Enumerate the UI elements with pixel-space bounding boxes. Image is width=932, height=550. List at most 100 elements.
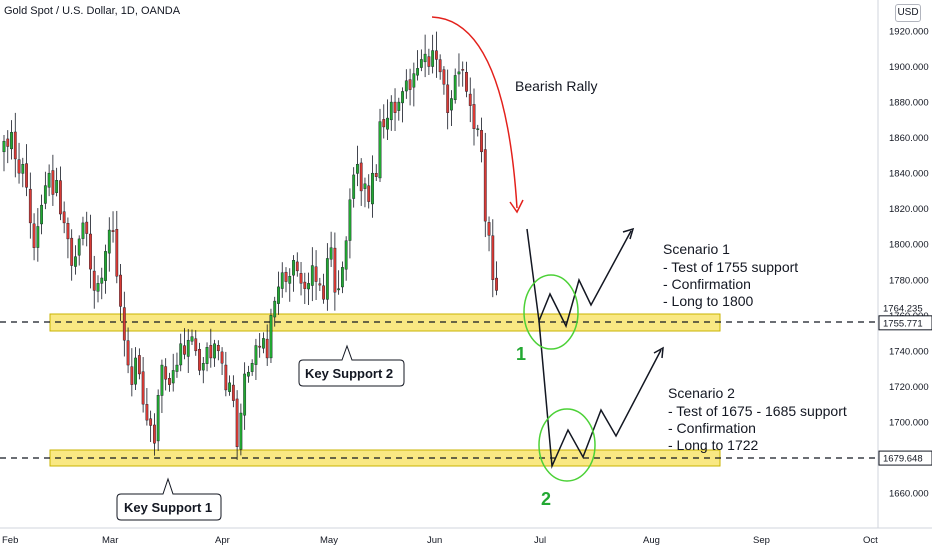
y-tick-label: 1820.000 xyxy=(889,204,929,215)
candle xyxy=(2,134,6,172)
candle xyxy=(378,108,382,183)
candle-body-down xyxy=(446,84,450,113)
candle-body-down xyxy=(13,131,17,160)
y-tick-label: 1800.000 xyxy=(889,240,929,251)
candle xyxy=(427,48,431,75)
candle-body-down xyxy=(141,371,145,405)
candle-body-down xyxy=(235,398,239,448)
candle xyxy=(209,328,213,368)
price-label-box xyxy=(878,450,932,466)
candle xyxy=(216,340,220,361)
candle xyxy=(292,255,295,292)
candle-body-up xyxy=(356,164,359,174)
candle-body-down xyxy=(367,185,371,202)
candle xyxy=(21,157,25,188)
currency-button[interactable]: USD xyxy=(895,4,921,22)
x-tick-label: Aug xyxy=(643,535,660,546)
candle xyxy=(465,61,468,98)
candle xyxy=(28,172,32,239)
candle-body-down xyxy=(126,340,130,366)
candle xyxy=(160,359,164,414)
candle-body-down xyxy=(111,230,115,232)
candle xyxy=(457,53,461,87)
candle-body-up xyxy=(254,345,258,365)
candle-body-up xyxy=(397,101,401,111)
candle xyxy=(145,388,149,426)
x-tick-label: Mar xyxy=(102,535,118,546)
scenario-1-step-1: - Test of 1755 support xyxy=(663,259,798,275)
candle-body-down xyxy=(359,162,363,192)
candle-body-up xyxy=(273,300,277,318)
candle xyxy=(258,333,262,358)
candle xyxy=(77,235,81,266)
candle-body-up xyxy=(431,50,435,67)
candle xyxy=(277,271,280,315)
candle-body-down xyxy=(168,378,171,385)
candle xyxy=(416,50,419,81)
candle-body-up xyxy=(401,91,404,104)
candle xyxy=(224,351,228,397)
candle xyxy=(246,365,250,383)
candle xyxy=(126,327,130,374)
candle-body-down xyxy=(393,101,397,113)
scenario-2-title: Scenario 2 xyxy=(668,385,735,401)
candle-body-down xyxy=(194,338,198,352)
price-label-text: 1679.648 xyxy=(883,454,923,465)
candle-body-up xyxy=(337,288,341,291)
candle xyxy=(303,272,307,304)
candle-body-down xyxy=(442,69,446,85)
candle-body-up xyxy=(36,226,40,248)
candle-body-down xyxy=(322,285,325,300)
candle-body-up xyxy=(453,75,457,100)
candle xyxy=(220,347,224,375)
candle xyxy=(156,389,160,451)
candle xyxy=(295,252,299,277)
x-tick-label: Feb xyxy=(2,535,18,546)
candle-body-up xyxy=(457,71,461,75)
candle xyxy=(472,88,476,146)
candle-body-down xyxy=(62,211,66,224)
candle xyxy=(435,31,438,78)
scenario-1-title: Scenario 1 xyxy=(663,241,730,257)
candle xyxy=(450,90,453,127)
candle-body-up xyxy=(107,229,111,254)
y-tick-label: 1860.000 xyxy=(889,133,929,144)
candle xyxy=(408,68,412,106)
candle-body-up xyxy=(389,101,393,121)
candle xyxy=(104,244,107,294)
candle xyxy=(367,174,371,209)
candle xyxy=(307,272,310,306)
candle xyxy=(25,144,28,197)
candle-body-down xyxy=(465,71,468,92)
candle xyxy=(134,347,137,391)
candle xyxy=(59,166,62,221)
candle xyxy=(386,99,389,141)
candle xyxy=(137,348,141,380)
candle xyxy=(371,155,374,218)
candle xyxy=(299,262,303,296)
candle-body-up xyxy=(96,283,100,292)
candle xyxy=(183,328,186,360)
candle xyxy=(81,216,85,246)
candle xyxy=(476,124,480,137)
candle xyxy=(495,261,498,296)
bearish-rally-arrowhead xyxy=(509,199,524,214)
scenario-2-arrowhead xyxy=(653,346,664,359)
candle xyxy=(480,117,483,163)
candle xyxy=(412,62,416,107)
candle-body-up xyxy=(201,363,205,371)
candle-body-down xyxy=(130,366,134,385)
candle xyxy=(352,167,356,208)
candle-body-down xyxy=(299,273,303,284)
candle-body-up xyxy=(352,174,356,199)
candle-body-up xyxy=(450,98,453,111)
scenario-1-step-2: - Confirmation xyxy=(663,276,751,292)
candle-body-up xyxy=(423,53,427,63)
candle-body-up xyxy=(228,382,231,392)
candle xyxy=(341,261,344,294)
candle-body-down xyxy=(495,277,498,291)
candle xyxy=(190,329,194,346)
candle-body-down xyxy=(209,345,213,359)
candle-body-down xyxy=(164,366,168,380)
